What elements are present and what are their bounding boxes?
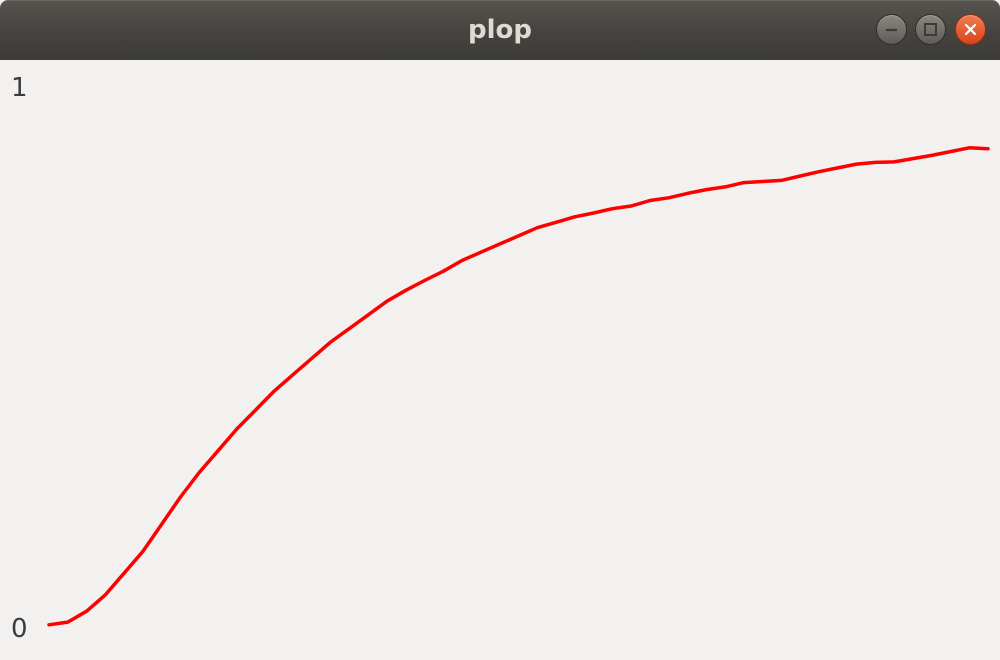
minimize-button[interactable]: [876, 14, 907, 45]
series-line-0: [47, 146, 990, 627]
close-button[interactable]: [955, 14, 986, 45]
window-titlebar[interactable]: plop: [0, 0, 1000, 60]
close-icon: [964, 23, 977, 36]
y-axis-label-max: 1: [11, 73, 28, 103]
maximize-button[interactable]: [915, 14, 946, 45]
y-axis-label-min: 0: [11, 614, 28, 644]
minimize-icon: [886, 28, 897, 32]
maximize-icon: [924, 23, 937, 36]
window-title: plop: [468, 15, 532, 45]
